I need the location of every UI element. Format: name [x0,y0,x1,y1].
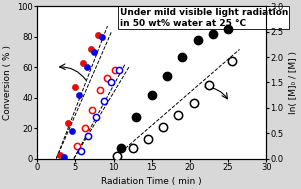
X-axis label: Radiation Time ( min ): Radiation Time ( min ) [101,177,202,186]
Text: Under mild visible light radiation
in 50 wt% water at 25 °C: Under mild visible light radiation in 50… [120,8,288,28]
Y-axis label: ln( [M]₀ / [M] ): ln( [M]₀ / [M] ) [289,51,298,114]
Y-axis label: Conversion ( % ): Conversion ( % ) [3,45,12,120]
